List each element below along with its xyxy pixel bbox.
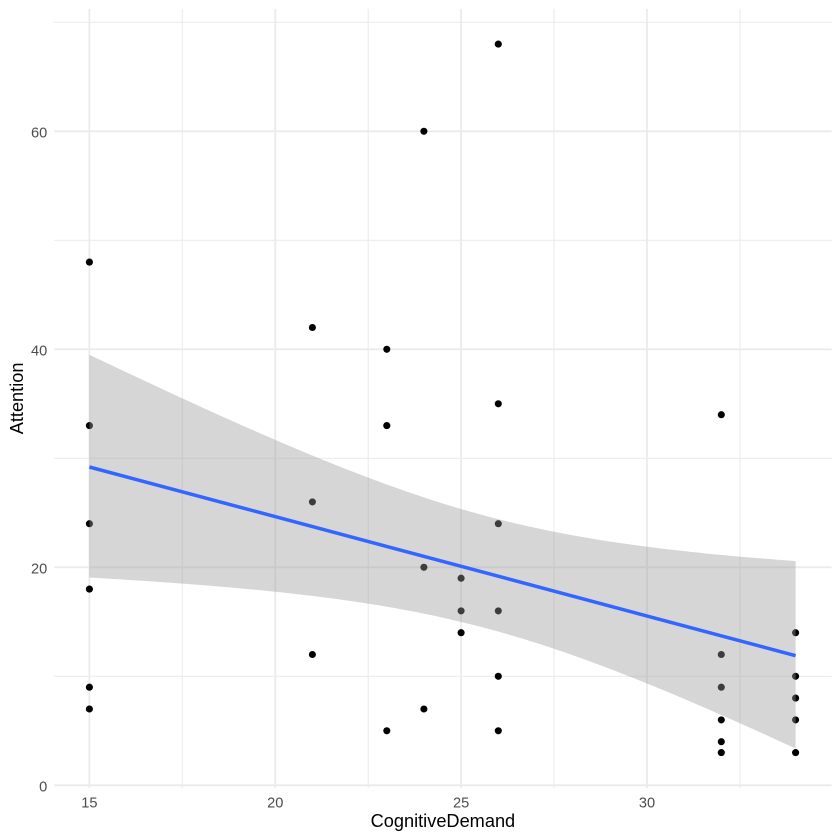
svg-text:30: 30 (639, 796, 655, 812)
svg-text:0: 0 (39, 780, 47, 796)
svg-text:40: 40 (31, 344, 47, 360)
svg-text:15: 15 (81, 796, 97, 812)
svg-text:20: 20 (267, 796, 283, 812)
svg-text:CognitiveDemand: CognitiveDemand (371, 811, 516, 831)
svg-text:25: 25 (453, 796, 469, 812)
svg-text:60: 60 (31, 126, 47, 142)
svg-text:20: 20 (31, 562, 47, 578)
svg-text:Attention: Attention (7, 363, 27, 435)
